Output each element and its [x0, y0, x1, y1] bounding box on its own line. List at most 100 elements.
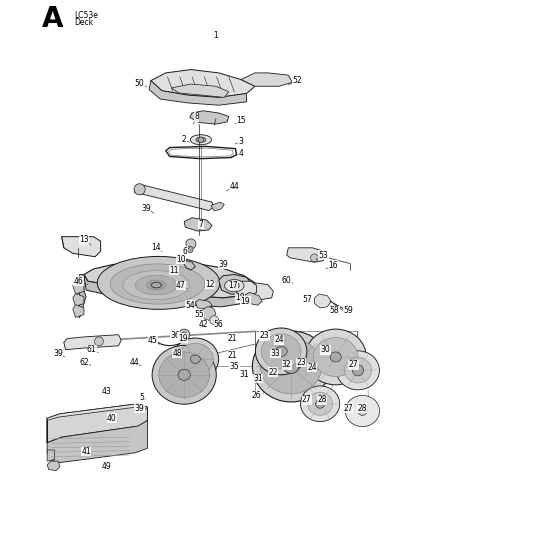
Text: 62: 62 — [79, 358, 88, 367]
Text: 31: 31 — [253, 374, 263, 383]
Text: 10: 10 — [176, 255, 186, 264]
Text: 15: 15 — [236, 116, 246, 125]
Ellipse shape — [260, 339, 322, 394]
Ellipse shape — [229, 282, 239, 289]
Text: 49: 49 — [101, 462, 111, 471]
Polygon shape — [62, 237, 101, 256]
Text: 45: 45 — [148, 336, 158, 345]
Text: Deck: Deck — [74, 18, 93, 27]
Text: 41: 41 — [81, 447, 91, 456]
Text: 59: 59 — [343, 306, 353, 315]
Text: 30: 30 — [321, 345, 330, 354]
Circle shape — [182, 348, 191, 357]
Polygon shape — [73, 281, 84, 294]
Circle shape — [202, 307, 216, 320]
Text: 56: 56 — [214, 320, 223, 329]
Ellipse shape — [178, 343, 213, 375]
Text: 23: 23 — [296, 358, 306, 367]
Text: 31: 31 — [239, 370, 249, 379]
Text: LC53e: LC53e — [74, 11, 98, 20]
Ellipse shape — [255, 328, 307, 375]
Circle shape — [186, 246, 193, 253]
Polygon shape — [234, 281, 256, 296]
Ellipse shape — [152, 346, 216, 404]
Ellipse shape — [301, 386, 340, 422]
Text: 22: 22 — [269, 367, 278, 376]
Polygon shape — [287, 248, 325, 262]
Text: 36: 36 — [170, 332, 180, 340]
Text: 3: 3 — [239, 137, 244, 147]
Circle shape — [198, 137, 204, 142]
Polygon shape — [73, 305, 84, 318]
Circle shape — [95, 337, 104, 346]
Circle shape — [179, 329, 190, 340]
Polygon shape — [84, 274, 251, 307]
Ellipse shape — [147, 280, 166, 290]
Polygon shape — [134, 184, 213, 211]
Text: 61: 61 — [87, 345, 96, 354]
Ellipse shape — [159, 352, 209, 398]
Circle shape — [134, 184, 145, 195]
Text: A: A — [42, 6, 63, 34]
Ellipse shape — [136, 276, 177, 295]
Polygon shape — [219, 274, 251, 294]
Polygon shape — [73, 293, 84, 306]
Circle shape — [181, 332, 187, 338]
Polygon shape — [47, 461, 60, 470]
Ellipse shape — [253, 331, 330, 402]
Circle shape — [210, 316, 219, 325]
Text: 21: 21 — [228, 351, 237, 360]
Text: 42: 42 — [198, 320, 208, 329]
Ellipse shape — [344, 358, 372, 383]
Ellipse shape — [178, 369, 190, 380]
Ellipse shape — [110, 264, 205, 304]
Ellipse shape — [190, 135, 212, 144]
Circle shape — [316, 399, 325, 408]
Text: 55: 55 — [194, 310, 204, 319]
Ellipse shape — [307, 392, 333, 416]
Polygon shape — [244, 292, 262, 305]
Text: 57: 57 — [302, 295, 311, 304]
Text: 11: 11 — [170, 265, 179, 274]
Text: 39: 39 — [135, 404, 144, 413]
Ellipse shape — [305, 329, 366, 385]
Text: 14: 14 — [152, 243, 161, 253]
Polygon shape — [149, 81, 246, 105]
Text: 40: 40 — [107, 414, 116, 423]
Ellipse shape — [151, 282, 161, 288]
Polygon shape — [151, 69, 255, 97]
Text: 28: 28 — [358, 404, 367, 413]
Text: 58: 58 — [330, 306, 339, 315]
Text: 50: 50 — [135, 79, 144, 88]
Ellipse shape — [330, 352, 341, 362]
Ellipse shape — [196, 137, 206, 142]
Ellipse shape — [261, 334, 301, 369]
Polygon shape — [241, 73, 292, 86]
Ellipse shape — [337, 351, 380, 390]
Text: 60: 60 — [282, 276, 292, 284]
Polygon shape — [47, 450, 54, 461]
Polygon shape — [47, 404, 147, 443]
Circle shape — [189, 338, 198, 347]
Text: 5: 5 — [139, 393, 144, 402]
Polygon shape — [47, 418, 147, 463]
Text: 47: 47 — [176, 281, 186, 290]
Circle shape — [186, 239, 196, 249]
Polygon shape — [64, 335, 122, 350]
Text: 27: 27 — [349, 360, 358, 369]
Ellipse shape — [275, 347, 287, 356]
Text: 52: 52 — [292, 76, 301, 85]
Ellipse shape — [283, 360, 299, 374]
Text: 7: 7 — [198, 220, 203, 229]
Text: 1: 1 — [213, 30, 218, 40]
Text: 27: 27 — [343, 404, 353, 413]
Polygon shape — [80, 274, 86, 318]
Polygon shape — [251, 283, 273, 300]
Text: 21: 21 — [228, 334, 237, 343]
Text: 17: 17 — [228, 281, 237, 290]
Text: 32: 32 — [282, 360, 292, 369]
Polygon shape — [315, 294, 332, 308]
Ellipse shape — [314, 338, 358, 376]
Text: 44: 44 — [230, 182, 239, 191]
Text: 46: 46 — [73, 277, 83, 286]
